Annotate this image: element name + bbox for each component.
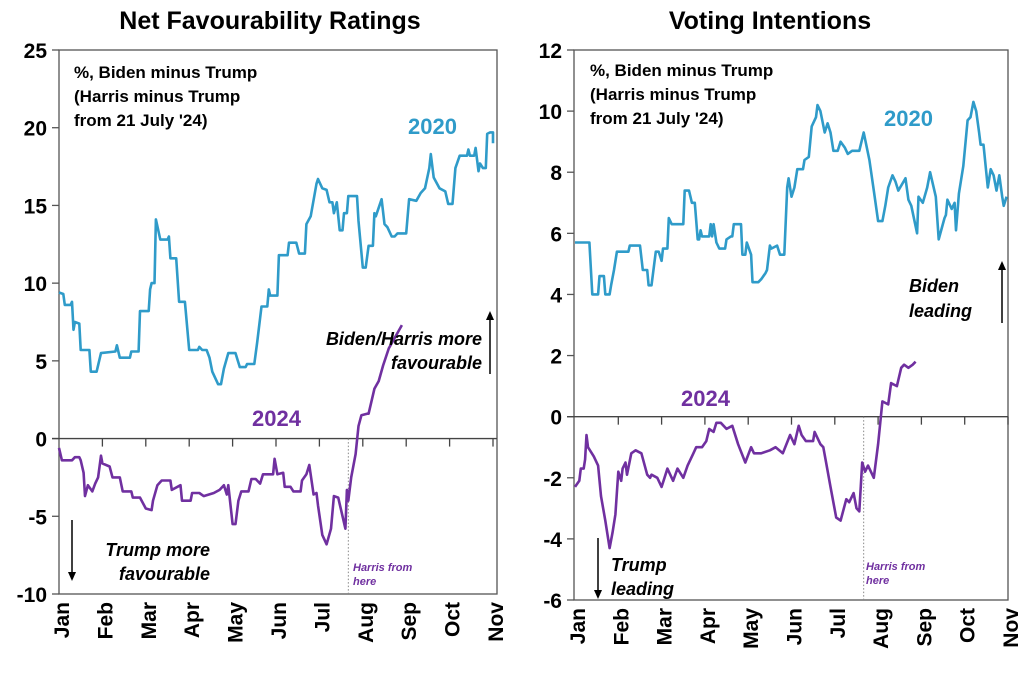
x-tick-label: Aug [355, 602, 378, 643]
up-annotation-line-1: Biden [909, 276, 959, 296]
series-line-2024 [57, 324, 404, 546]
x-tick-label: Jun [784, 608, 807, 645]
harris-note-line-2: here [353, 576, 376, 588]
units-note-line-2: (Harris minus Trump [590, 85, 756, 104]
chart-title: Voting Intentions [669, 7, 871, 35]
harris-note-line-1: Harris from [353, 562, 413, 574]
x-tick-label: Nov [1000, 608, 1022, 648]
x-tick-label: Aug [870, 608, 893, 649]
up-arrow-icon [998, 261, 1006, 323]
units-note-line-3: from 21 July '24) [590, 109, 724, 128]
units-note-line-1: %, Biden minus Trump [590, 61, 773, 80]
harris-note-line-1: Harris from [866, 561, 926, 573]
series-lines [573, 100, 1008, 550]
x-tick-label: Jul [827, 608, 850, 638]
down-annotation-line-2: leading [611, 579, 674, 599]
down-annotation-line-1: Trump more [105, 540, 210, 560]
down-arrow-icon [68, 520, 76, 581]
up-annotation-line-1: Biden/Harris more [326, 329, 482, 349]
y-tick-label: 25 [24, 40, 48, 63]
units-note-line-2: (Harris minus Trump [74, 87, 240, 106]
series-line-2020 [575, 100, 1008, 296]
y-tick-label: 15 [24, 195, 48, 218]
units-note-line-3: from 21 July '24) [74, 111, 208, 130]
units-note-line-1: %, Biden minus Trump [74, 63, 257, 82]
x-tick-label: Feb [94, 602, 117, 639]
chart-title: Net Favourability Ratings [119, 7, 420, 35]
x-tick-label: Jan [567, 608, 590, 644]
series-line-2020 [58, 131, 495, 386]
x-tick-label: May [740, 608, 763, 649]
x-tick-label: Feb [610, 608, 633, 645]
x-tick-label: Jul [311, 602, 334, 632]
series-label-2020: 2020 [408, 114, 457, 139]
harris-note-line-2: here [866, 575, 889, 587]
up-annotation-line-2: leading [909, 301, 972, 321]
y-tick-label: -10 [17, 584, 47, 607]
x-tick-label: Apr [697, 608, 720, 644]
plot-frame [573, 49, 1009, 601]
x-tick-label: Mar [138, 602, 161, 639]
y-tick-label: 6 [550, 223, 562, 246]
x-tick-label: Mar [654, 608, 677, 645]
y-tick-label: 20 [24, 118, 47, 141]
plot-frame [58, 49, 498, 595]
down-annotation-line-2: favourable [119, 564, 210, 584]
y-tick-label: 0 [550, 407, 562, 430]
up-annotation-line-2: favourable [391, 353, 482, 373]
y-tick-label: 8 [550, 162, 562, 185]
y-tick-label: 4 [550, 284, 562, 307]
series-label-2024: 2024 [252, 406, 302, 431]
down-arrow-icon [594, 538, 602, 599]
series-line-2024 [573, 360, 917, 550]
net-favourability-chart: Net Favourability Ratings 25 20 15 10 5 0 -5 -1… [17, 7, 508, 643]
y-tick-label: 0 [35, 429, 47, 452]
y-tick-label: 5 [35, 351, 47, 374]
x-tick-label: Apr [181, 602, 204, 638]
y-tick-label: 12 [539, 40, 562, 63]
y-tick-label: 10 [539, 101, 562, 124]
x-tick-label: May [225, 602, 248, 643]
y-tick-label: -6 [543, 590, 562, 613]
y-tick-label: -5 [28, 506, 47, 529]
x-tick-label: Nov [485, 602, 508, 642]
up-arrow-icon [486, 311, 494, 374]
series-label-2020: 2020 [884, 106, 933, 131]
down-annotation-line-1: Trump [611, 555, 667, 575]
x-tick-label: Jun [268, 602, 291, 639]
series-label-2024: 2024 [681, 386, 731, 411]
series-lines [57, 131, 495, 546]
y-tick-label: 2 [550, 346, 562, 369]
y-tick-label: -4 [543, 529, 562, 552]
y-tick-label: 10 [24, 273, 47, 296]
x-tick-label: Oct [442, 602, 465, 637]
x-tick-label: Oct [957, 608, 980, 643]
x-tick-label: Sep [913, 608, 936, 647]
x-tick-label: Jan [51, 602, 74, 638]
x-tick-label: Sep [398, 602, 421, 641]
y-tick-label: -2 [543, 468, 562, 491]
